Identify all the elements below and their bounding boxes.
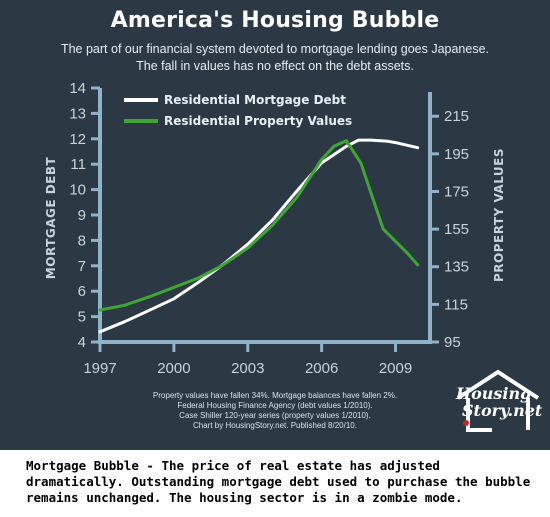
note-line: Federal Housing Finance Agency (debt val… — [177, 401, 373, 410]
left-tick-label: 5 — [78, 309, 86, 326]
logo-text-housing: Housing — [456, 384, 532, 403]
right-tick-label: 175 — [444, 183, 469, 200]
line-chart: 4 5 6 7 8 9 10 11 12 13 14 95 115 135 155 175 195 215 1997… — [44, 80, 506, 377]
source-notes: Property values have fallen 34%. Mortgag… — [130, 391, 420, 431]
chart-panel — [0, 0, 550, 450]
logo-text-story-net: Story.net — [462, 401, 543, 420]
right-tick-label: 95 — [444, 334, 461, 351]
right-tick-label: 215 — [444, 108, 469, 125]
subtitle-line-1: The part of our financial system devoted… — [60, 42, 490, 56]
x-tick-label: 2000 — [157, 360, 190, 377]
chart-title: America's Housing Bubble — [110, 8, 440, 33]
subtitle-line-2: The fall in values has no effect on the … — [136, 59, 414, 73]
left-tick-label: 12 — [69, 131, 86, 148]
left-tick-label: 8 — [78, 232, 86, 249]
left-tick-label: 7 — [78, 258, 86, 275]
left-tick-label: 6 — [78, 283, 86, 300]
series-line-mortgage-debt — [98, 138, 420, 334]
caption: Mortgage Bubble - The price of real esta… — [26, 458, 531, 505]
left-tick-label: 9 — [78, 207, 86, 224]
right-tick-label: 195 — [444, 146, 469, 163]
left-axis-title: MORTGAGE DEBT — [44, 157, 58, 280]
note-line: Chart by HousingStory.net. Published 8/2… — [193, 421, 357, 430]
right-tick-label: 115 — [444, 296, 468, 313]
x-tick-label: 1997 — [83, 360, 116, 377]
left-tick-label: 10 — [69, 182, 86, 199]
note-line: Property values have fallen 34%. Mortgag… — [152, 391, 398, 400]
legend-label: Residential Mortgage Debt — [164, 93, 346, 107]
right-tick-label: 155 — [444, 221, 469, 238]
x-tick-label: 2003 — [231, 360, 264, 377]
x-tick-label: 2009 — [379, 360, 412, 377]
left-tick-label: 11 — [70, 156, 86, 173]
right-axis-title: PROPERTY VALUES — [492, 148, 506, 282]
right-tick-label: 135 — [444, 259, 469, 276]
left-tick-label: 13 — [69, 105, 86, 122]
x-tick-label: 2006 — [305, 360, 338, 377]
series-line-property-values — [98, 139, 420, 312]
legend-label: Residential Property Values — [164, 114, 352, 128]
left-tick-label: 14 — [69, 80, 86, 97]
logo-red-dot — [463, 420, 469, 426]
note-line: Case Shiller 120-year series (property v… — [179, 411, 371, 420]
left-tick-label: 4 — [78, 334, 86, 351]
house-outline-icon — [456, 369, 540, 432]
